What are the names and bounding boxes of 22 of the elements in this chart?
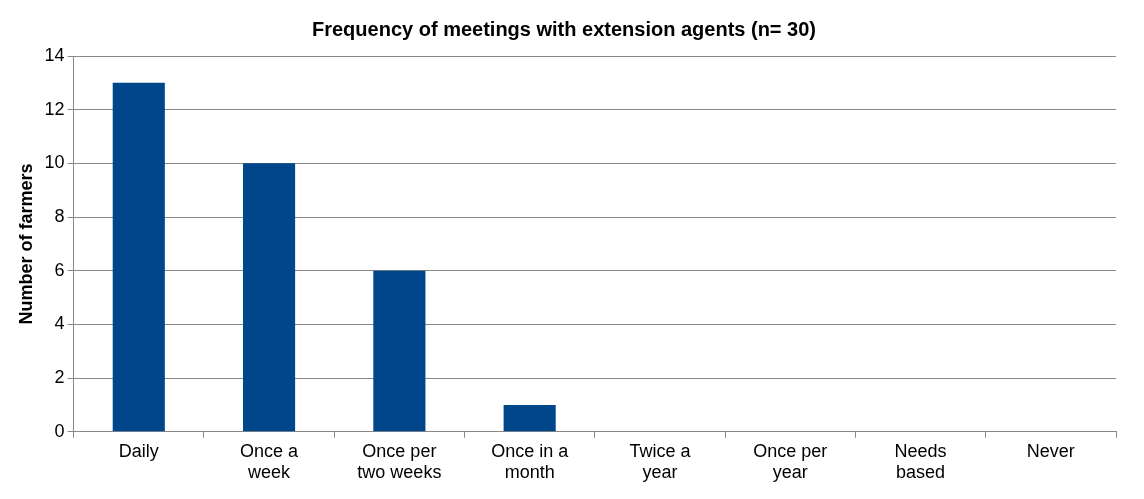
y-axis-title: Number of farmers: [15, 163, 36, 325]
bar: [112, 82, 165, 432]
x-tick-label: Once per two weeks: [357, 440, 442, 483]
x-tick-label: Daily: [118, 440, 159, 461]
y-tick-label: 10: [44, 152, 65, 173]
x-tick-label: Once a week: [240, 440, 300, 483]
x-tick-label: Once per year: [753, 440, 828, 483]
y-tick-label: 2: [54, 367, 65, 388]
bar: [243, 163, 296, 432]
y-tick-label: 8: [54, 206, 65, 227]
bar: [373, 270, 426, 432]
y-tick-label: 0: [54, 420, 65, 441]
bar: [503, 404, 556, 432]
y-tick-label: 12: [44, 98, 65, 119]
x-tick-label: Once in a month: [491, 440, 570, 483]
x-tick-label: Never: [1026, 440, 1075, 461]
chart-title: Frequency of meetings with extension agents (n= 30): [312, 17, 816, 40]
y-tick-label: 14: [44, 44, 65, 65]
y-tick-label: 6: [54, 259, 65, 280]
x-tick-label: Twice a year: [629, 440, 692, 483]
x-tick-label: Needs based: [894, 440, 947, 483]
y-tick-label: 4: [54, 313, 65, 334]
